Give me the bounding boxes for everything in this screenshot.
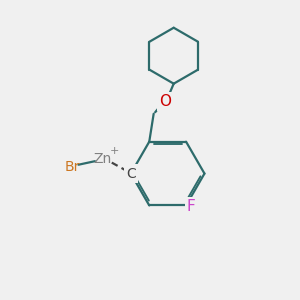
Text: Zn: Zn (94, 152, 112, 166)
Text: +: + (110, 146, 119, 156)
Text: C: C (126, 167, 136, 181)
Text: F: F (187, 199, 196, 214)
Text: O: O (159, 94, 171, 109)
Text: Br: Br (64, 160, 80, 174)
